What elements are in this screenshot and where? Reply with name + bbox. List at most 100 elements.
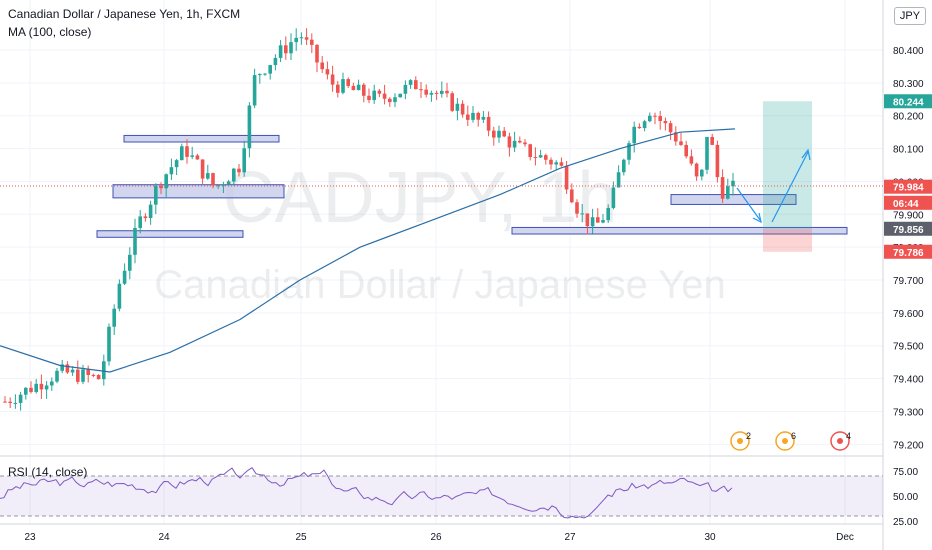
indicator-label[interactable]: MA (100, close) <box>8 25 92 39</box>
candle-body <box>216 185 220 187</box>
candle-body <box>242 148 246 173</box>
candle-body <box>81 369 85 382</box>
candle-body <box>247 105 252 149</box>
rsi-line <box>0 467 733 519</box>
price-label-bg <box>884 244 932 259</box>
candle-body <box>720 177 725 199</box>
event-dot <box>782 438 788 444</box>
price-tick: 79.400 <box>893 375 924 386</box>
time-tick: 30 <box>704 532 716 543</box>
candle-body <box>528 144 532 157</box>
event-dot <box>737 438 743 444</box>
watermark-name: Canadian Dollar / Japanese Yen <box>154 263 726 307</box>
candle-body <box>653 115 657 117</box>
candle-body <box>159 185 163 189</box>
candle-body <box>44 385 49 390</box>
long-position-target-zone <box>763 101 812 229</box>
candle-body <box>440 90 444 94</box>
candle-body <box>434 92 439 94</box>
candle-body <box>346 79 350 86</box>
event-count: 4 <box>846 431 851 441</box>
candle-body <box>263 73 267 75</box>
candle-body <box>117 283 122 309</box>
candle-body <box>102 361 106 380</box>
candle-body <box>726 186 730 199</box>
rsi-pane <box>0 467 883 519</box>
currency-badge[interactable]: JPY <box>894 7 926 25</box>
candle-body <box>76 369 80 382</box>
candle-body <box>138 216 142 228</box>
candle-body <box>367 95 371 101</box>
candle-body <box>304 37 309 40</box>
support-resistance-zone <box>96 230 244 238</box>
candle-body <box>174 160 179 168</box>
candle-body <box>86 369 90 375</box>
candle-body <box>180 146 184 161</box>
candle-body <box>554 162 558 165</box>
candle-body <box>507 136 512 148</box>
candle-body <box>356 84 361 91</box>
candle-body <box>564 165 569 190</box>
candle-body <box>689 156 694 164</box>
candle-body <box>476 112 480 120</box>
candle-body <box>601 220 605 223</box>
rsi-tick: 25.00 <box>893 517 918 528</box>
candle-body <box>65 364 70 373</box>
price-label-bg <box>884 179 932 194</box>
candle-body <box>341 79 345 93</box>
candle-body <box>502 130 506 137</box>
candle-body <box>403 84 408 94</box>
candle-body <box>658 116 662 121</box>
candle-body <box>18 394 23 403</box>
support-resistance-zone <box>511 226 848 235</box>
price-axis: 80.40080.30080.20080.10080.00079.90079.8… <box>884 46 932 528</box>
candle-body <box>60 364 64 371</box>
candle-body <box>466 114 470 120</box>
candle-body <box>538 155 543 158</box>
price-label-bg <box>884 221 932 236</box>
time-tick: Dec <box>836 532 854 543</box>
price-tick: 80.200 <box>893 112 924 123</box>
event-dot <box>837 438 843 444</box>
candle-body <box>518 140 522 143</box>
time-axis: 23 24 25 26 27 30 Dec <box>24 532 853 543</box>
candle-body <box>143 216 148 219</box>
candle-body <box>694 163 699 177</box>
candle-body <box>393 97 397 103</box>
candle-body <box>289 42 293 54</box>
candle-body <box>445 90 449 94</box>
candle-body <box>616 172 621 188</box>
rsi-band <box>0 476 883 516</box>
candle-body <box>471 112 475 120</box>
candle-body <box>684 144 688 157</box>
candle-body <box>481 116 486 120</box>
candle-body <box>315 44 319 63</box>
candle-body <box>388 98 392 103</box>
candle-body <box>580 213 584 215</box>
candle-body <box>544 155 548 160</box>
candle-body <box>351 85 356 91</box>
candle-body <box>310 39 314 45</box>
candle-body <box>29 387 33 392</box>
price-label: 79.786 <box>893 248 924 259</box>
rsi-tick: 75.00 <box>893 467 918 478</box>
candle-body <box>50 381 54 386</box>
candle-body <box>731 180 735 187</box>
candle-body <box>372 90 376 101</box>
candles <box>3 28 735 411</box>
candle-body <box>559 162 564 166</box>
rsi-label[interactable]: RSI (14, close) <box>8 465 88 479</box>
candle-body <box>3 401 7 403</box>
candle-body <box>637 126 642 129</box>
candle-body <box>408 80 413 85</box>
price-label: 06:44 <box>893 199 919 210</box>
candle-body <box>362 84 366 96</box>
candle-body <box>8 401 12 404</box>
candle-body <box>211 173 215 186</box>
candle-body <box>91 374 96 376</box>
price-tick: 79.700 <box>893 276 924 287</box>
candle-body <box>424 89 428 95</box>
candle-body <box>606 207 610 221</box>
candle-body <box>512 140 517 148</box>
